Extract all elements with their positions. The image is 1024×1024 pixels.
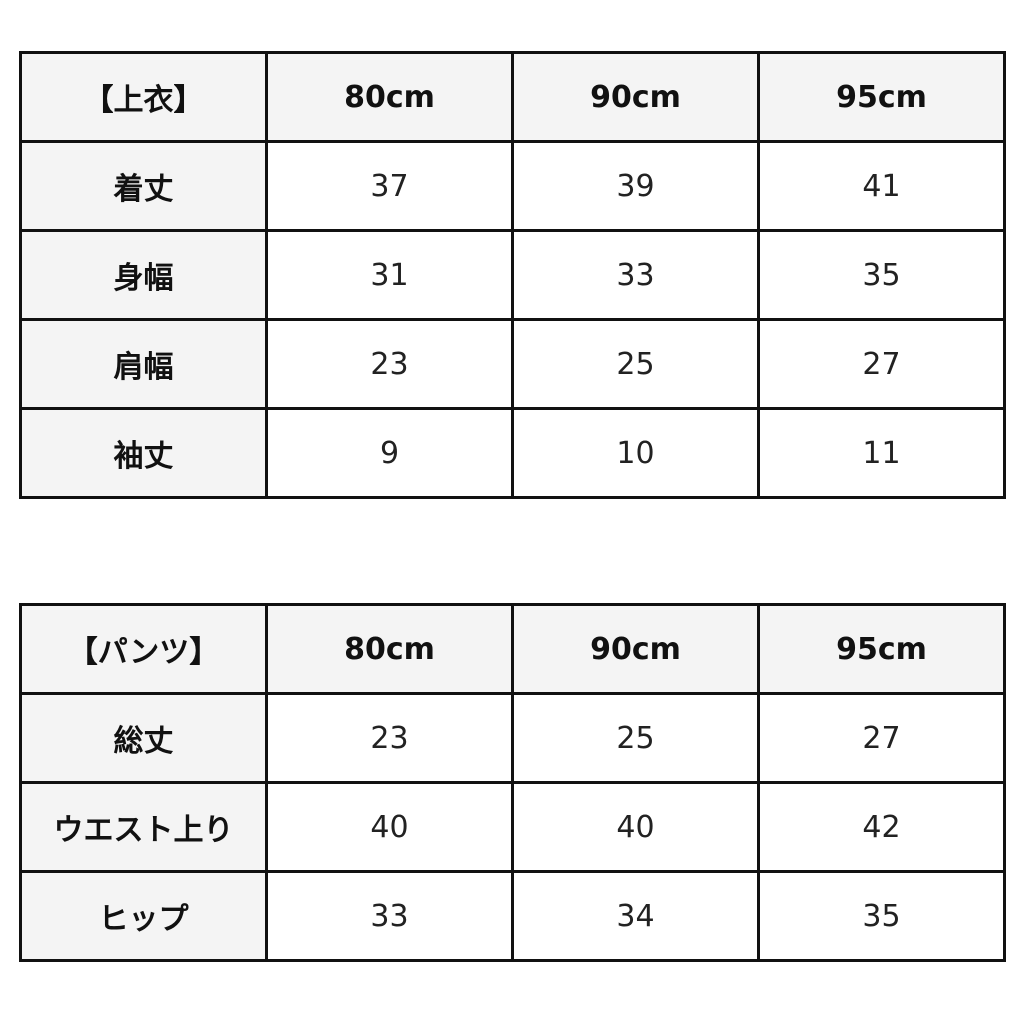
size-header: 80cm [265, 603, 514, 695]
table-cell: 27 [757, 692, 1006, 784]
table-cell: 23 [265, 692, 514, 784]
table-row: 袖丈 9 10 11 [19, 407, 1006, 499]
table-row: 身幅 31 33 35 [19, 229, 1006, 321]
table-cell: 35 [757, 229, 1006, 321]
row-label: 総丈 [19, 692, 268, 784]
size-header: 90cm [511, 51, 760, 143]
table-row: 肩幅 23 25 27 [19, 318, 1006, 410]
size-header: 95cm [757, 51, 1006, 143]
table-cell: 10 [511, 407, 760, 499]
table-cell: 25 [511, 318, 760, 410]
table-cell: 40 [511, 781, 760, 873]
table-cell: 39 [511, 140, 760, 232]
table-row: 総丈 23 25 27 [19, 692, 1006, 784]
row-label: ヒップ [19, 870, 268, 962]
table-title: 【上衣】 [19, 51, 268, 143]
table-cell: 9 [265, 407, 514, 499]
table-header-row: 【パンツ】 80cm 90cm 95cm [19, 603, 1006, 695]
table-cell: 33 [265, 870, 514, 962]
row-label: ウエスト上り [19, 781, 268, 873]
table-cell: 31 [265, 229, 514, 321]
table-cell: 35 [757, 870, 1006, 962]
row-label: 着丈 [19, 140, 268, 232]
table-row: ウエスト上り 40 40 42 [19, 781, 1006, 873]
table-cell: 37 [265, 140, 514, 232]
table-title: 【パンツ】 [19, 603, 268, 695]
table-cell: 27 [757, 318, 1006, 410]
table-row: 着丈 37 39 41 [19, 140, 1006, 232]
row-label: 肩幅 [19, 318, 268, 410]
row-label: 身幅 [19, 229, 268, 321]
size-header: 90cm [511, 603, 760, 695]
table-cell: 33 [511, 229, 760, 321]
table-cell: 41 [757, 140, 1006, 232]
pants-size-table: 【パンツ】 80cm 90cm 95cm 総丈 23 25 27 ウエスト上り … [19, 603, 1006, 962]
size-header: 95cm [757, 603, 1006, 695]
row-label: 袖丈 [19, 407, 268, 499]
size-header: 80cm [265, 51, 514, 143]
table-cell: 40 [265, 781, 514, 873]
table-cell: 11 [757, 407, 1006, 499]
table-cell: 34 [511, 870, 760, 962]
table-header-row: 【上衣】 80cm 90cm 95cm [19, 51, 1006, 143]
table-cell: 25 [511, 692, 760, 784]
table-cell: 23 [265, 318, 514, 410]
table-row: ヒップ 33 34 35 [19, 870, 1006, 962]
table-cell: 42 [757, 781, 1006, 873]
tops-size-table: 【上衣】 80cm 90cm 95cm 着丈 37 39 41 身幅 31 33… [19, 51, 1006, 499]
